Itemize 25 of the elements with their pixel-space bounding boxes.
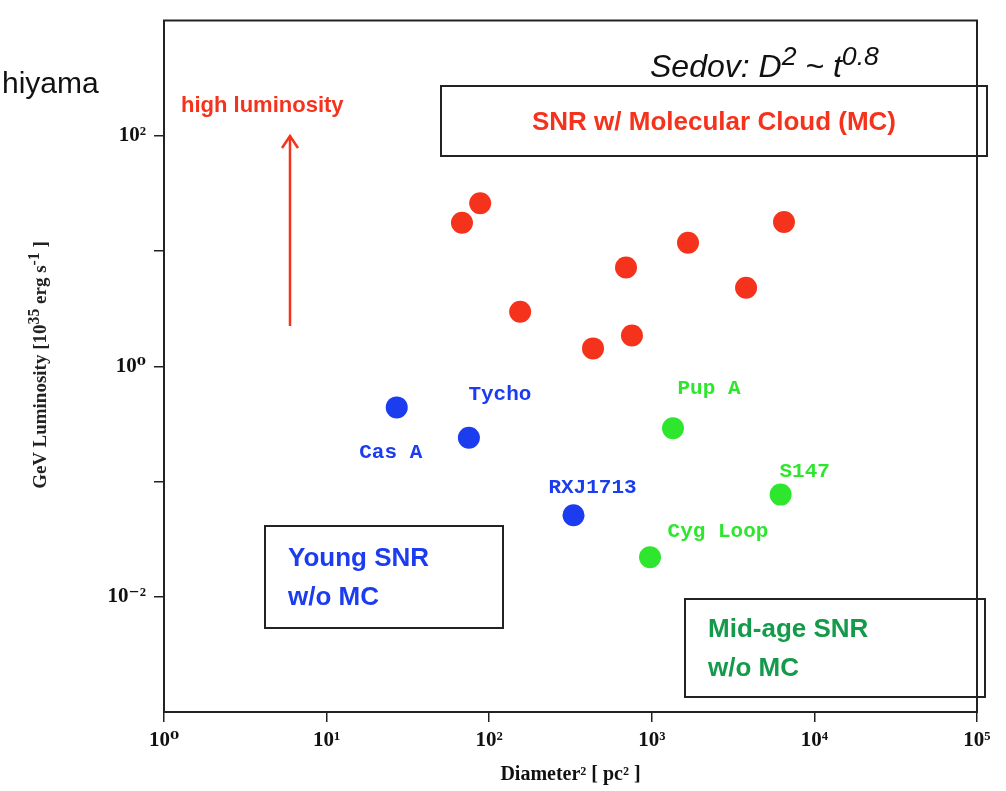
annotation: Sedov: D$^{2}$ ~ t$^{0.8}$ [650,40,879,86]
y-tick-label: 10² [118,122,146,147]
annotation: Cyg Loop [667,519,769,543]
x-tick-label: 10¹ [312,727,341,752]
x-axis-title: Diameter² [ pc² ] [500,762,641,786]
annotation: RXJ1713 [548,475,637,499]
x-tick-label: 10⁴ [800,727,829,752]
x-tick-label: 10⁵ [963,727,991,752]
annotation: Tycho [468,383,532,407]
x-tick-label: 10² [475,727,503,752]
y-tick-label: 10⁻² [107,583,146,608]
annotation: Mid-age SNR w/o MC [708,612,870,684]
annotation: Cas A [359,440,423,464]
text-frame: SNR w/ Molecular Cloud (MC) [440,85,988,157]
text: hiyama [2,65,99,101]
annotation: high luminosity [181,91,344,119]
annotation: S147 [779,459,830,483]
annotation: Pup A [677,376,741,400]
x-tick-label: 10⁰ [148,727,180,752]
annotation: Young SNR w/o MC [288,541,431,613]
annotation: SNR w/ Molecular Cloud (MC) [532,104,896,138]
text-frame: Mid-age SNR w/o MC [684,598,986,698]
y-tick-label: 10⁰ [115,352,146,377]
text-frame: Young SNR w/o MC [264,525,504,629]
x-tick-label: 10³ [638,727,666,752]
